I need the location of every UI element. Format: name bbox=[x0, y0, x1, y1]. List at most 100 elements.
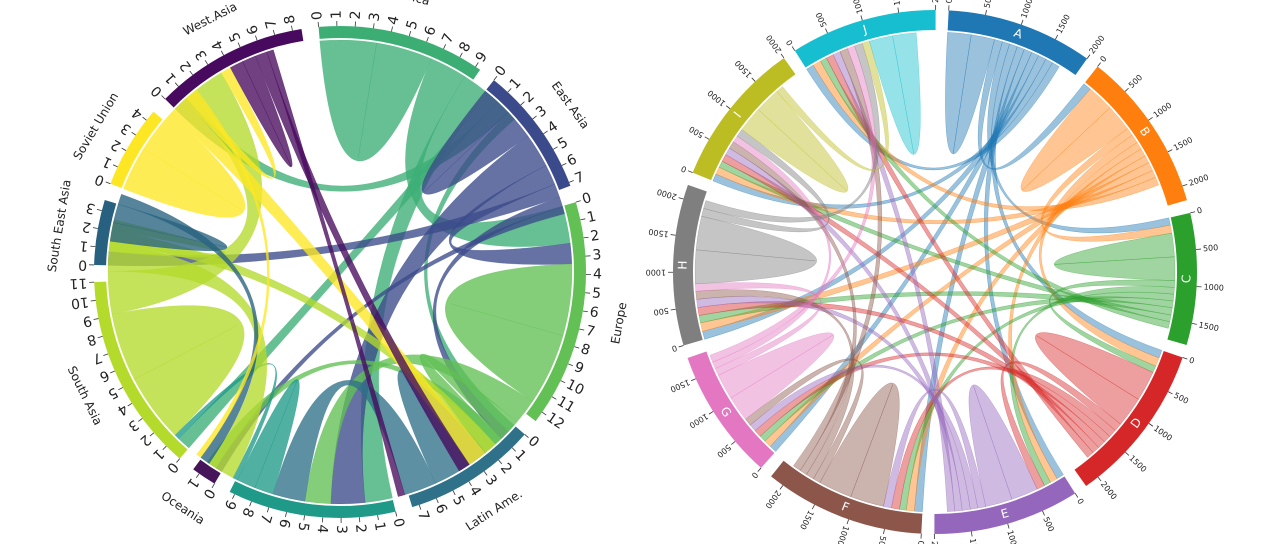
arc-g bbox=[687, 351, 775, 468]
tick-mark bbox=[90, 245, 96, 248]
tick-label: 500 bbox=[688, 124, 706, 139]
tick-label: 1500 bbox=[1055, 13, 1072, 35]
arc-d bbox=[1074, 350, 1183, 487]
tick-label: 2000 bbox=[1087, 34, 1106, 56]
tick-label: 1000 bbox=[1005, 529, 1019, 544]
ticks-e: 0 500 1000 1500 2000 bbox=[930, 493, 1085, 544]
tick-mark bbox=[435, 498, 439, 504]
tick-mark bbox=[583, 236, 589, 239]
tick-mark bbox=[561, 163, 567, 166]
ribbon-north-ame-to-south-asia bbox=[174, 363, 277, 481]
tick-label: 10 bbox=[70, 293, 90, 311]
tick-mark bbox=[897, 7, 899, 13]
tick-label: 1500 bbox=[648, 227, 669, 239]
tick-mark bbox=[112, 164, 118, 168]
tick-label: 500 bbox=[1127, 73, 1144, 90]
tick-label: 8 bbox=[456, 39, 474, 55]
tick-label: 2 bbox=[520, 88, 537, 106]
tick-label: 0 bbox=[580, 190, 593, 208]
tick-label: 3 bbox=[482, 472, 500, 489]
tick-mark bbox=[220, 50, 224, 56]
tick-mark bbox=[232, 494, 235, 499]
ticks-c: 0 500 1000 1500 bbox=[1190, 206, 1224, 333]
tick-label: 2 bbox=[352, 524, 369, 534]
arc-south-asia bbox=[94, 281, 188, 459]
tick-mark bbox=[860, 15, 863, 21]
tick-label: 7 bbox=[257, 512, 275, 525]
tick-label: 2 bbox=[497, 460, 515, 477]
tick-mark bbox=[1167, 391, 1173, 395]
tick-label: 0 bbox=[200, 486, 218, 502]
tick-mark bbox=[560, 380, 566, 384]
tick-mark bbox=[670, 308, 676, 311]
tick-label: 1500 bbox=[1198, 320, 1220, 333]
tick-mark bbox=[883, 529, 885, 535]
tick-label: 1 bbox=[183, 475, 201, 491]
ribbon-west-asia-to-latin-ame bbox=[266, 49, 406, 497]
ticks-south-east-asia: 0 1 23 bbox=[78, 199, 102, 273]
tick-label: 2 bbox=[177, 57, 195, 74]
tick-label: 6 bbox=[97, 366, 112, 384]
ribbon-west-asia-to-west-asia bbox=[229, 55, 293, 168]
tick-label: 500 bbox=[715, 442, 732, 459]
tick-label: 1000 bbox=[1203, 282, 1224, 292]
ribbon-f-to-j bbox=[793, 48, 883, 471]
tick-label: 1 bbox=[162, 69, 180, 86]
ribbon-east-asia-to-east-asia bbox=[421, 90, 529, 195]
ribbon-c-to-c bbox=[1054, 232, 1176, 281]
ribbon-f-to-g bbox=[745, 358, 864, 483]
ribbons bbox=[107, 39, 573, 505]
tick-mark bbox=[1182, 357, 1188, 360]
ribbon-h-to-h bbox=[694, 216, 817, 285]
tick-mark bbox=[249, 501, 252, 507]
tick-mark bbox=[291, 25, 293, 31]
ribbon-b-to-b bbox=[1020, 88, 1128, 192]
tick-label: 1000 bbox=[688, 411, 710, 429]
tick-label: 3 bbox=[366, 11, 383, 22]
ribbon-g-to-j bbox=[709, 45, 876, 363]
tick-label: 6 bbox=[565, 151, 580, 169]
tick-label: 0 bbox=[309, 10, 326, 20]
arc-b bbox=[1085, 66, 1187, 206]
tick-mark bbox=[678, 197, 684, 200]
tick-label: 1000 bbox=[706, 88, 728, 108]
tick-label: 4 bbox=[593, 267, 602, 283]
ribbon-e-to-j bbox=[832, 51, 956, 512]
tick-label: 8 bbox=[238, 505, 256, 519]
tick-label: 6 bbox=[275, 517, 293, 529]
ribbon-e-to-i bbox=[725, 147, 963, 512]
group-arcs bbox=[94, 26, 586, 518]
ribbon-soviet-union-to-north-ame bbox=[192, 89, 270, 458]
tick-label: 7 bbox=[573, 169, 587, 187]
tick-mark bbox=[204, 60, 209, 65]
tick-mark bbox=[149, 432, 155, 437]
tick-mark bbox=[757, 467, 762, 472]
ribbon-d-to-i bbox=[721, 154, 1100, 453]
ribbon-b-to-e bbox=[1008, 142, 1142, 483]
ribbon-b-to-h bbox=[700, 162, 1153, 332]
tick-mark bbox=[475, 62, 479, 67]
tick-mark bbox=[511, 447, 516, 452]
tick-mark bbox=[161, 95, 166, 100]
tick-mark bbox=[568, 180, 574, 183]
tick-label: 0 bbox=[78, 256, 87, 272]
tick-mark bbox=[408, 31, 412, 37]
tick-mark bbox=[580, 218, 586, 221]
ribbon-g-to-h bbox=[695, 282, 822, 376]
tick-mark bbox=[1074, 493, 1079, 498]
tick-label: 5 bbox=[226, 29, 244, 44]
tick-label: 11 bbox=[69, 274, 87, 291]
tick-label: 1000 bbox=[850, 0, 864, 15]
tick-label: 1500 bbox=[968, 538, 980, 544]
tick-mark bbox=[553, 146, 558, 150]
tick-label: 0 bbox=[389, 517, 407, 529]
tick-mark bbox=[303, 515, 305, 521]
ribbon-f-to-i bbox=[729, 141, 857, 475]
tick-mark bbox=[541, 411, 547, 416]
tick-mark bbox=[127, 402, 133, 407]
ribbon-c-to-f bbox=[899, 292, 1175, 511]
tick-label: 9 bbox=[81, 312, 93, 329]
tick-label: 1000 bbox=[835, 524, 850, 544]
tick-mark bbox=[426, 36, 429, 42]
tick-label: 7 bbox=[90, 349, 104, 367]
